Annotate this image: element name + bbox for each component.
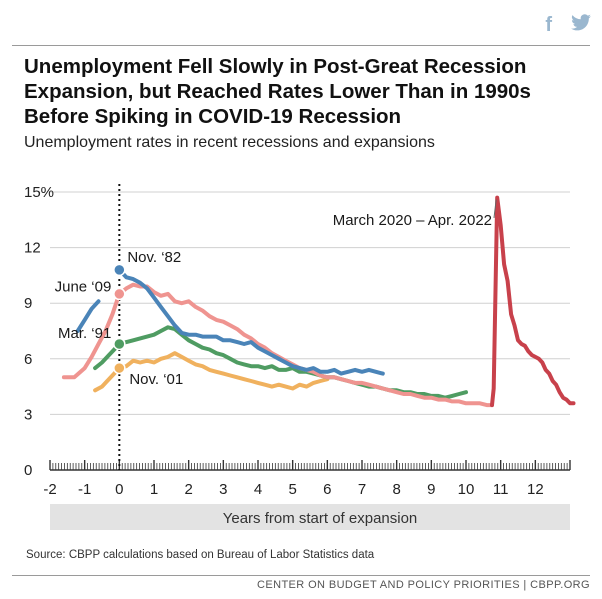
- series-label-covid: March 2020 – Apr. 2022: [333, 212, 492, 229]
- series-line-covid: [490, 195, 576, 408]
- x-tick-label: 9: [427, 481, 435, 498]
- x-tick-label: -2: [43, 481, 56, 498]
- x-tick-label: 12: [527, 481, 544, 498]
- series-line-nov82: [75, 267, 385, 376]
- x-tick-label: 5: [288, 481, 296, 498]
- x-tick-label: 0: [115, 481, 123, 498]
- y-tick-label: 6: [24, 351, 32, 368]
- series-marker-jun09: [113, 287, 126, 301]
- x-tick-label: 7: [358, 481, 366, 498]
- y-tick-label: 15%: [24, 184, 54, 201]
- x-tick-label: 2: [184, 481, 192, 498]
- source-note: Source: CBPP calculations based on Burea…: [26, 549, 375, 561]
- series-marker-nov01: [113, 361, 126, 375]
- x-tick-label: -1: [78, 481, 91, 498]
- x-axis-label-band: [50, 504, 570, 530]
- y-tick-label: 12: [24, 240, 41, 257]
- series-marker-mar91: [113, 337, 126, 351]
- facebook-icon[interactable]: f: [545, 14, 552, 36]
- twitter-bird-icon: [571, 14, 591, 31]
- series-label-jun09: June ‘09: [55, 279, 112, 296]
- series-label-nov82: Nov. ‘82: [127, 249, 181, 266]
- bottom-divider: [12, 575, 590, 576]
- covid-label-leader: [493, 199, 497, 219]
- x-axis-label: Years from start of expansion: [223, 510, 418, 527]
- x-tick-label: 11: [493, 481, 509, 498]
- share-buttons: f: [545, 14, 592, 36]
- x-tick-label: 6: [323, 481, 331, 498]
- x-tick-label: 1: [150, 481, 158, 498]
- series-marker-nov82: [113, 263, 126, 277]
- series-line-nov01: [93, 351, 330, 393]
- series-label-mar91: Mar. ‘91: [58, 325, 111, 342]
- y-tick-label: 9: [24, 295, 32, 312]
- footer-credit: CENTER ON BUDGET AND POLICY PRIORITIES |…: [257, 579, 590, 591]
- x-tick-label: 3: [219, 481, 227, 498]
- twitter-icon[interactable]: [570, 14, 592, 36]
- y-tick-label: 3: [24, 406, 32, 423]
- chart-subtitle: Unemployment rates in recent recessions …: [24, 134, 435, 151]
- series-label-nov01: Nov. ‘01: [129, 371, 183, 388]
- x-tick-label: 10: [458, 481, 475, 498]
- chart-title: Unemployment Fell Slowly in Post-Great R…: [24, 55, 531, 128]
- top-divider: [12, 45, 590, 46]
- x-tick-label: 8: [392, 481, 400, 498]
- x-tick-label: 4: [254, 481, 262, 498]
- y-tick-label: 0: [24, 462, 32, 479]
